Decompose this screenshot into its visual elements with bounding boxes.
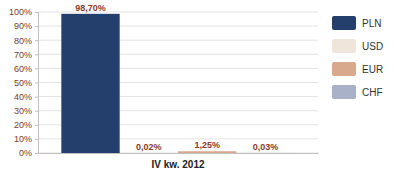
y-tick-label: 40% — [14, 92, 32, 102]
data-labels: 98,70% 0,02% 1,25% 0,03% — [75, 3, 278, 152]
y-tick: 100% — [9, 7, 38, 17]
y-tick: 50% — [14, 78, 38, 88]
y-axis-line — [35, 13, 39, 154]
y-tick-label: 70% — [14, 50, 32, 60]
bar — [178, 151, 236, 153]
data-label: 0,03% — [253, 142, 279, 152]
y-tick: 80% — [14, 36, 38, 46]
y-tick-mark — [35, 97, 38, 98]
y-tick: 70% — [14, 50, 38, 60]
legend-swatch — [332, 62, 356, 76]
y-tick-label: 30% — [14, 106, 32, 116]
legend-item: EUR — [332, 62, 383, 76]
y-tick-mark — [35, 83, 38, 84]
y-tick-label: 10% — [14, 134, 32, 144]
y-tick: 30% — [14, 106, 38, 116]
legend-item: PLN — [332, 16, 381, 30]
y-tick-mark — [35, 54, 38, 55]
legend-label: PLN — [362, 18, 381, 29]
bar — [236, 152, 294, 153]
legend-item: USD — [332, 39, 383, 53]
y-tick-label: 0% — [19, 148, 32, 158]
y-tick: 60% — [14, 64, 38, 74]
y-tick: 40% — [14, 92, 38, 102]
legend-swatch — [332, 16, 356, 30]
grid — [38, 12, 318, 153]
y-tick: 20% — [14, 120, 38, 130]
bars — [61, 14, 294, 153]
y-tick-label: 50% — [14, 78, 32, 88]
y-tick-mark — [35, 125, 38, 126]
legend-label: EUR — [362, 64, 383, 75]
chart: 0% 10% 20% 30% 40% 50% 60% 70% 80% 90% 100% IV kw. … — [0, 0, 416, 179]
legend-label: CHF — [362, 87, 383, 98]
legend: PLN USD EUR CHF — [332, 16, 383, 99]
y-tick: 10% — [14, 134, 38, 144]
y-tick-label: 90% — [14, 21, 32, 31]
y-tick-mark — [35, 12, 38, 13]
y-axis: 0% 10% 20% 30% 40% 50% 60% 70% 80% 90% 100% — [9, 7, 39, 158]
legend-swatch — [332, 39, 356, 53]
y-tick-label: 60% — [14, 64, 32, 74]
y-tick-mark — [35, 111, 38, 112]
legend-swatch — [332, 85, 356, 99]
y-tick-mark — [35, 68, 38, 69]
bar — [120, 152, 178, 153]
y-tick-mark — [35, 26, 38, 27]
x-tick-label: IV kw. 2012 — [152, 159, 205, 170]
data-label: 98,70% — [75, 3, 106, 13]
x-tick: IV kw. 2012 — [152, 153, 205, 170]
x-axis: IV kw. 2012 — [39, 153, 319, 170]
y-tick: 0% — [19, 148, 38, 158]
legend-label: USD — [362, 41, 383, 52]
legend-item: CHF — [332, 85, 383, 99]
plot-area: 0% 10% 20% 30% 40% 50% 60% 70% 80% 90% 100% IV kw. … — [9, 3, 319, 170]
data-label: 0,02% — [136, 142, 162, 152]
y-tick-label: 20% — [14, 120, 32, 130]
y-tick-label: 80% — [14, 36, 32, 46]
bar — [61, 14, 119, 153]
data-label: 1,25% — [194, 140, 220, 150]
y-tick-mark — [35, 153, 38, 154]
x-axis-line — [39, 153, 319, 154]
y-tick-mark — [35, 139, 38, 140]
y-tick: 90% — [14, 21, 38, 31]
y-tick-mark — [35, 40, 38, 41]
y-tick-label: 100% — [9, 7, 32, 17]
